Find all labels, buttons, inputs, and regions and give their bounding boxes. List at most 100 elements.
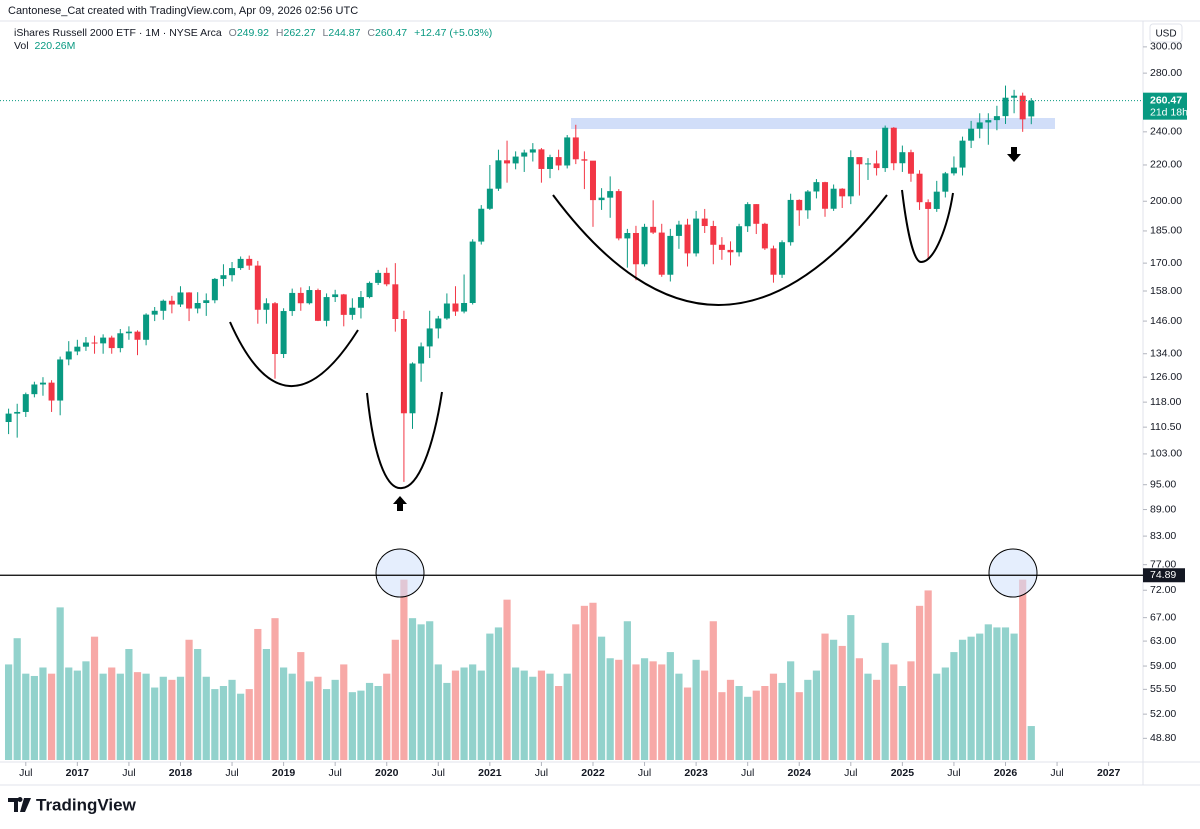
candle-body bbox=[383, 272, 390, 285]
candle-body bbox=[375, 272, 382, 283]
symbol: iShares Russell 2000 ETF · 1M · NYSE Arc… bbox=[14, 27, 222, 39]
volume-bar bbox=[683, 687, 692, 760]
candle-body bbox=[968, 128, 975, 141]
volume-bar bbox=[391, 639, 399, 760]
candle-body bbox=[5, 413, 12, 423]
y-tick-label: 110.50 bbox=[1150, 421, 1181, 433]
volume-bar bbox=[915, 605, 924, 760]
candle-body bbox=[907, 152, 914, 174]
candle-body bbox=[91, 342, 98, 344]
candle-body bbox=[314, 290, 321, 321]
candle-body bbox=[31, 384, 38, 395]
volume-bar bbox=[116, 673, 124, 760]
volume-bar bbox=[589, 602, 597, 760]
candle-body bbox=[57, 359, 64, 401]
candle-body bbox=[495, 160, 502, 189]
volume-bar bbox=[855, 658, 863, 760]
volume-bar bbox=[90, 636, 99, 760]
volume-legend: Vol 220.26M bbox=[14, 40, 75, 52]
candle-body bbox=[916, 173, 923, 203]
candle-body bbox=[400, 318, 407, 414]
candle-body bbox=[14, 411, 21, 414]
candle-body bbox=[272, 303, 279, 355]
candle-body bbox=[504, 160, 511, 164]
volume-bar bbox=[469, 664, 477, 760]
candle-body bbox=[787, 199, 794, 243]
currency[interactable]: USD bbox=[1155, 29, 1176, 40]
candle-body bbox=[624, 232, 631, 239]
candle-body bbox=[237, 258, 244, 269]
volume-bar bbox=[597, 636, 606, 760]
x-tick-label: Jul bbox=[122, 767, 135, 779]
volume-bar bbox=[838, 645, 846, 760]
volume-bar bbox=[555, 686, 563, 760]
volume-bar bbox=[795, 692, 803, 760]
y-tick-label: 134.00 bbox=[1150, 348, 1182, 360]
countdown: 21d 18h bbox=[1150, 106, 1188, 118]
down-arrow bbox=[1007, 147, 1021, 162]
volume-bar bbox=[606, 658, 614, 760]
x-tick-label: Jul bbox=[1050, 767, 1063, 779]
candle-body bbox=[942, 173, 949, 192]
candle-body bbox=[547, 157, 554, 169]
y-tick-label: 103.00 bbox=[1150, 448, 1182, 460]
candle-body bbox=[839, 188, 846, 197]
volume-bar bbox=[108, 667, 116, 760]
volume-bar bbox=[417, 624, 425, 760]
volume-bar bbox=[726, 679, 735, 760]
volume-bar bbox=[202, 676, 210, 760]
y-tick-label: 300.00 bbox=[1150, 41, 1182, 53]
currency-box[interactable] bbox=[1149, 23, 1183, 43]
candle-body bbox=[229, 268, 236, 276]
candle-body bbox=[332, 294, 339, 298]
candle-body bbox=[727, 249, 734, 253]
volume-bar bbox=[99, 673, 107, 760]
x-tick-label: 2021 bbox=[478, 767, 502, 779]
candle-body bbox=[246, 258, 253, 266]
x-tick-label: Jul bbox=[638, 767, 651, 779]
y-tick-label: 146.00 bbox=[1150, 315, 1182, 327]
volume-bar bbox=[563, 673, 571, 760]
x-tick-label: Jul bbox=[535, 767, 548, 779]
volume-bar bbox=[529, 676, 537, 760]
candle-body bbox=[736, 226, 743, 253]
volume-bar bbox=[632, 664, 640, 760]
candle-body bbox=[572, 137, 579, 160]
volume-bar bbox=[881, 642, 889, 760]
candle-body bbox=[615, 191, 622, 239]
candle-body bbox=[847, 157, 854, 197]
volume-bar bbox=[219, 686, 228, 760]
y-tick-label: 89.00 bbox=[1150, 503, 1176, 515]
volume-bar bbox=[580, 605, 588, 760]
volume-bar bbox=[82, 661, 90, 760]
x-tick-label: Jul bbox=[432, 767, 445, 779]
volume-layer bbox=[4, 579, 1035, 760]
x-tick-label: 2020 bbox=[375, 767, 399, 779]
volume-bar bbox=[133, 672, 142, 760]
volume-bar bbox=[4, 664, 13, 760]
volume-bar bbox=[348, 692, 356, 760]
volume-bar bbox=[984, 624, 992, 760]
volume-bar bbox=[460, 667, 468, 760]
volume-bar bbox=[692, 659, 700, 760]
x-tick-label: 2025 bbox=[891, 767, 915, 779]
candle-body bbox=[641, 226, 648, 265]
change: +12.47 (+5.03%) bbox=[414, 27, 492, 39]
volume-bar bbox=[812, 670, 821, 760]
volume-bar bbox=[967, 636, 975, 760]
y-tick-label: 83.00 bbox=[1150, 530, 1176, 542]
candle-body bbox=[435, 318, 442, 329]
high-value: 262.27 bbox=[283, 27, 315, 39]
candle-body bbox=[538, 149, 545, 169]
volume-bar bbox=[958, 639, 967, 760]
volume-bar bbox=[503, 599, 511, 760]
candle-body bbox=[108, 337, 115, 349]
volume-bar bbox=[718, 692, 726, 760]
volume-bar bbox=[73, 670, 81, 760]
candle-body bbox=[564, 137, 571, 166]
volume-bar bbox=[65, 667, 73, 760]
y-tick-label: 72.00 bbox=[1150, 584, 1176, 596]
volume-bar bbox=[13, 638, 21, 760]
candle-body bbox=[65, 351, 72, 360]
price-line-label: 74.89 bbox=[1150, 569, 1176, 581]
